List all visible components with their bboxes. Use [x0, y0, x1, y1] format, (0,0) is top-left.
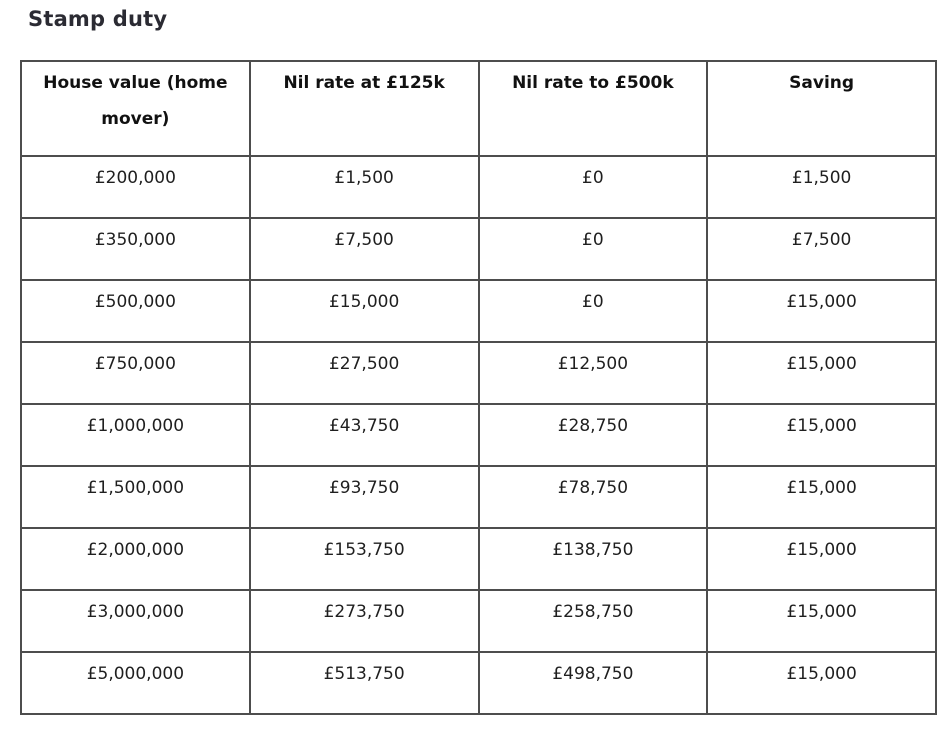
cell: £0: [477, 279, 709, 343]
cell: £1,500: [248, 155, 480, 219]
table-row: £2,000,000 £153,750 £138,750 £15,000: [20, 527, 937, 591]
table-row: £500,000 £15,000 £0 £15,000: [20, 279, 937, 343]
cell: £15,000: [706, 279, 937, 343]
cell: £28,750: [477, 403, 709, 467]
cell: £138,750: [477, 527, 709, 591]
cell: £0: [477, 217, 709, 281]
cell: £500,000: [20, 279, 251, 343]
table-row: £1,500,000 £93,750 £78,750 £15,000: [20, 465, 937, 529]
table-row: £350,000 £7,500 £0 £7,500: [20, 217, 937, 281]
table-row: £1,000,000 £43,750 £28,750 £15,000: [20, 403, 937, 467]
table-row: £5,000,000 £513,750 £498,750 £15,000: [20, 651, 937, 715]
cell: £12,500: [477, 341, 709, 405]
cell: £513,750: [248, 651, 480, 715]
table-body: £200,000 £1,500 £0 £1,500 £350,000 £7,500 £0 £7…: [20, 155, 937, 715]
header-row: House value (home mover) Nil rate at £12…: [20, 60, 937, 157]
cell: £7,500: [248, 217, 480, 281]
cell: £15,000: [248, 279, 480, 343]
cell: £350,000: [20, 217, 251, 281]
column-header-nil-rate-125k: Nil rate at £125k: [248, 60, 480, 157]
cell: £498,750: [477, 651, 709, 715]
cell: £2,000,000: [20, 527, 251, 591]
cell: £93,750: [248, 465, 480, 529]
cell: £27,500: [248, 341, 480, 405]
cell: £15,000: [706, 341, 937, 405]
stamp-duty-table: House value (home mover) Nil rate at £12…: [20, 60, 937, 715]
cell: £200,000: [20, 155, 251, 219]
cell: £1,000,000: [20, 403, 251, 467]
cell: £1,500: [706, 155, 937, 219]
cell: £15,000: [706, 465, 937, 529]
page-title: Stamp duty: [28, 7, 168, 31]
cell: £78,750: [477, 465, 709, 529]
cell: £3,000,000: [20, 589, 251, 653]
table-row: £200,000 £1,500 £0 £1,500: [20, 155, 937, 219]
cell: £258,750: [477, 589, 709, 653]
cell: £1,500,000: [20, 465, 251, 529]
cell: £15,000: [706, 651, 937, 715]
column-header-saving: Saving: [706, 60, 937, 157]
cell: £15,000: [706, 403, 937, 467]
cell: £273,750: [248, 589, 480, 653]
cell: £7,500: [706, 217, 937, 281]
cell: £750,000: [20, 341, 251, 405]
table-row: £750,000 £27,500 £12,500 £15,000: [20, 341, 937, 405]
column-header-house-value: House value (home mover): [20, 60, 251, 157]
cell: £0: [477, 155, 709, 219]
cell: £153,750: [248, 527, 480, 591]
table-row: £3,000,000 £273,750 £258,750 £15,000: [20, 589, 937, 653]
cell: £43,750: [248, 403, 480, 467]
column-header-nil-rate-500k: Nil rate to £500k: [477, 60, 709, 157]
cell: £15,000: [706, 527, 937, 591]
cell: £15,000: [706, 589, 937, 653]
cell: £5,000,000: [20, 651, 251, 715]
table-header: House value (home mover) Nil rate at £12…: [20, 60, 937, 157]
